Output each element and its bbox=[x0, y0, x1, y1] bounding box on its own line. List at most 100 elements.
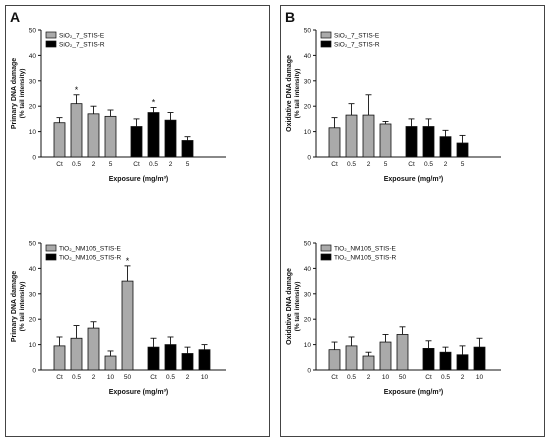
chart0-x-axis-label: Exposure (mg/m³) bbox=[109, 176, 169, 183]
chart3-x-axis-label: Exposure (mg/m³) bbox=[384, 389, 444, 396]
chart3-legend-label-1: TiO₂_NM105_STIS-R bbox=[334, 255, 397, 262]
chart1-y-tick-label: 10 bbox=[304, 129, 312, 136]
chart2-x-tick-label: 0.5 bbox=[166, 374, 175, 381]
chart0-y-tick-label: 20 bbox=[29, 104, 37, 111]
chart1-bar-s0-1 bbox=[345, 114, 358, 158]
chart1-y-tick-label: 50 bbox=[304, 28, 312, 35]
chart3-y-tick-label: 40 bbox=[304, 266, 312, 273]
chart0-x-tick-label: 0.5 bbox=[72, 161, 81, 168]
chart1-x-tick-label: Ct bbox=[408, 161, 415, 168]
chart0-bar-s0-3 bbox=[104, 115, 117, 158]
chart1-x-tick-label: 0.5 bbox=[347, 161, 356, 168]
chart0-bar-s1-2 bbox=[164, 119, 177, 158]
chart3-x-tick-label: 50 bbox=[399, 374, 407, 381]
panel-letter-b: B bbox=[285, 9, 296, 25]
chart1-y-axis-label-unit: (% tail intensity) bbox=[294, 69, 301, 119]
chart3-y-axis-label: Oxidative DNA damage bbox=[286, 268, 293, 345]
chart1-x-tick-label: Ct bbox=[331, 161, 338, 168]
chart1-legend-swatch-0 bbox=[320, 31, 332, 39]
chart3-y-tick-label: 50 bbox=[304, 241, 312, 248]
chart1-y-axis-label: Oxidative DNA damage bbox=[286, 55, 293, 132]
chart3-x-tick-label: 2 bbox=[461, 374, 465, 381]
chart3-legend-swatch-0 bbox=[320, 244, 332, 252]
chart0-bar-s0-2 bbox=[87, 113, 100, 158]
chart0-y-tick-label: 10 bbox=[29, 129, 37, 136]
chart2-legend-swatch-1 bbox=[45, 253, 57, 261]
chart1-x-tick-label: 5 bbox=[384, 161, 388, 168]
chart0-significance-star: * bbox=[152, 97, 156, 107]
chart2-x-tick-label: 10 bbox=[107, 374, 115, 381]
chart0-x-tick-label: Ct bbox=[56, 161, 63, 168]
chart0-legend-swatch-0 bbox=[45, 31, 57, 39]
chart3-bar-s1-3 bbox=[473, 346, 486, 371]
panel-letter-a: A bbox=[10, 9, 21, 25]
chart0-bar-s0-0 bbox=[53, 122, 66, 158]
chart3-y-tick-label: 10 bbox=[304, 342, 312, 349]
chart1-bar-s1-1 bbox=[422, 126, 435, 158]
chart1-x-tick-label: 5 bbox=[461, 161, 465, 168]
chart2-bar-s1-3 bbox=[198, 349, 211, 371]
chart2-y-tick-label: 0 bbox=[32, 368, 36, 375]
chart2-x-tick-label: 10 bbox=[201, 374, 209, 381]
chart2-bar-s1-1 bbox=[164, 344, 177, 371]
chart1-bar-s0-0 bbox=[328, 127, 341, 158]
chart0-legend-swatch-1 bbox=[45, 40, 57, 48]
chart1-x-tick-label: 2 bbox=[367, 161, 371, 168]
chart3-bar-s0-4 bbox=[396, 334, 409, 371]
chart2-x-tick-label: Ct bbox=[56, 374, 63, 381]
chart1-bar-s1-0 bbox=[405, 126, 418, 158]
chart1-y-tick-label: 40 bbox=[304, 53, 312, 60]
chart3-x-tick-label: Ct bbox=[331, 374, 338, 381]
chart3-y-axis-label-unit: (% tail intensity) bbox=[294, 282, 301, 332]
chart0-bar-s1-3 bbox=[181, 140, 194, 158]
chart3-y-tick-label: 20 bbox=[304, 317, 312, 324]
chart2-y-axis-label-unit: (% tail intensity) bbox=[19, 282, 26, 332]
chart2-y-tick-label: 50 bbox=[29, 241, 37, 248]
chart0-x-tick-label: Ct bbox=[133, 161, 140, 168]
chart1-x-tick-label: 2 bbox=[444, 161, 448, 168]
chart1-legend-label-1: SiO₂_7_STIS-R bbox=[334, 42, 380, 49]
chart3-x-tick-label: 2 bbox=[367, 374, 371, 381]
chart2-legend-label-1: TiO₂_NM105_STIS-R bbox=[59, 255, 122, 262]
chart0-x-tick-label: 2 bbox=[169, 161, 173, 168]
chart3-x-tick-label: 0.5 bbox=[347, 374, 356, 381]
chart3-y-tick-label: 30 bbox=[304, 291, 312, 298]
chart2-bar-s0-1 bbox=[70, 337, 83, 371]
chart1-bar-s1-2 bbox=[439, 136, 452, 158]
chart2-y-axis-label: Primary DNA damage bbox=[11, 271, 18, 342]
chart2-legend-label-0: TiO₂_NM105_STIS-E bbox=[59, 246, 122, 253]
chart3-x-tick-label: 0.5 bbox=[441, 374, 450, 381]
chart2-y-tick-label: 30 bbox=[29, 291, 37, 298]
chart2-bar-s0-3 bbox=[104, 355, 117, 371]
chart3-bar-s0-2 bbox=[362, 355, 375, 371]
chart0-bar-s1-0 bbox=[130, 126, 143, 158]
chart0-x-tick-label: 0.5 bbox=[149, 161, 158, 168]
chart3-bar-s0-3 bbox=[379, 341, 392, 371]
chart2-x-tick-label: 0.5 bbox=[72, 374, 81, 381]
chart2-x-tick-label: 2 bbox=[186, 374, 190, 381]
chart0-x-tick-label: 5 bbox=[109, 161, 113, 168]
chart1-y-tick-label: 0 bbox=[307, 155, 311, 162]
chart0-legend-label-1: SiO₂_7_STIS-R bbox=[59, 42, 105, 49]
chart2-x-tick-label: 2 bbox=[92, 374, 96, 381]
chart3-x-tick-label: 10 bbox=[476, 374, 484, 381]
chart2-bar-s1-0 bbox=[147, 346, 160, 371]
chart0-y-axis-label-unit: (% tail intensity) bbox=[19, 69, 26, 119]
chart0-x-tick-label: 5 bbox=[186, 161, 190, 168]
chart1-legend-swatch-1 bbox=[320, 40, 332, 48]
chart3-bar-s1-1 bbox=[439, 351, 452, 371]
chart3-bar-s1-2 bbox=[456, 354, 469, 371]
chart3-x-tick-label: 10 bbox=[382, 374, 390, 381]
chart0-x-tick-label: 2 bbox=[92, 161, 96, 168]
chart0-y-axis-label: Primary DNA damage bbox=[11, 58, 18, 129]
chart3-bar-s0-0 bbox=[328, 349, 341, 371]
chart1-x-axis-label: Exposure (mg/m³) bbox=[384, 176, 444, 183]
chart3-legend-label-0: TiO₂_NM105_STIS-E bbox=[334, 246, 397, 253]
chart3-x-tick-label: Ct bbox=[425, 374, 432, 381]
chart2-significance-star: * bbox=[126, 256, 130, 266]
chart1-y-tick-label: 30 bbox=[304, 78, 312, 85]
chart0-y-tick-label: 40 bbox=[29, 53, 37, 60]
chart2-bar-s0-0 bbox=[53, 345, 66, 371]
chart0-bar-s0-1 bbox=[70, 103, 83, 158]
